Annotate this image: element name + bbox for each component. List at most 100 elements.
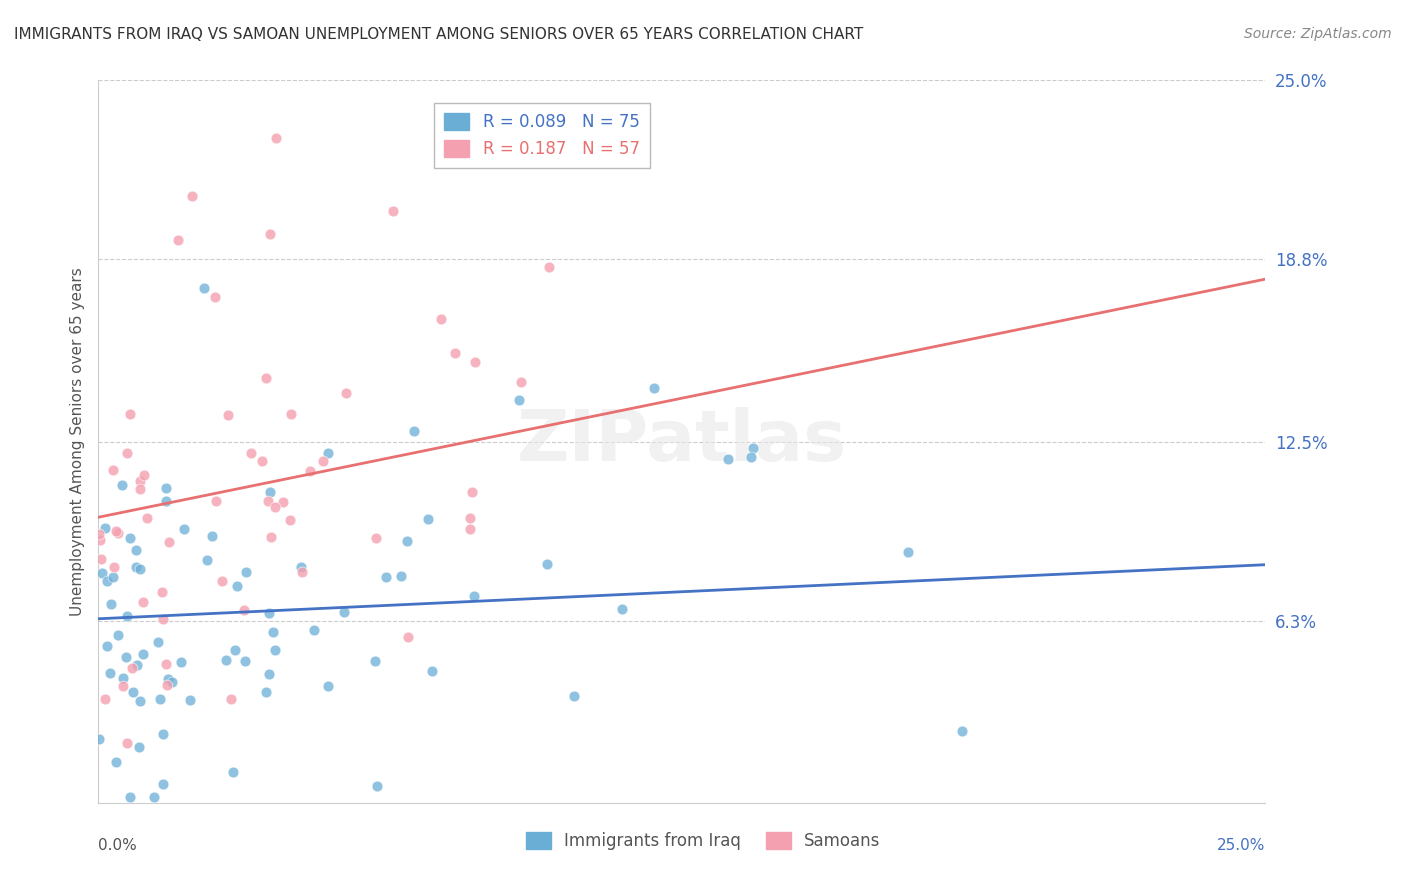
Point (443, 346, 465, 360)
Point (111, 478, 134, 492)
Point (382, 203, 405, 218)
Point (463, 590, 485, 604)
Text: ZIPatlas: ZIPatlas (517, 407, 846, 476)
Point (115, 649, 138, 664)
Text: 25.0%: 25.0% (1218, 838, 1265, 853)
Point (374, 570, 396, 584)
Point (204, 493, 226, 508)
Point (461, 485, 484, 500)
Point (897, 544, 920, 558)
Point (125, 657, 148, 672)
Point (89, 533, 111, 548)
Point (101, 463, 124, 477)
Point (266, 131, 288, 145)
Point (717, 451, 740, 466)
Point (120, 790, 142, 805)
Point (564, 690, 586, 704)
Point (132, 647, 155, 661)
Point (273, 495, 295, 509)
Point (257, 607, 280, 621)
Point (155, 493, 177, 508)
Point (612, 602, 634, 616)
Point (98, 666, 121, 681)
Point (316, 446, 339, 460)
Point (152, 727, 174, 741)
Point (291, 565, 314, 579)
Point (115, 736, 138, 750)
Point (233, 654, 256, 668)
Point (146, 634, 169, 648)
Point (131, 595, 153, 609)
Point (90, 552, 112, 566)
Point (179, 692, 201, 706)
Point (311, 454, 333, 468)
Point (536, 558, 558, 572)
Legend: R = 0.089   N = 75, R = 0.187   N = 57: R = 0.089 N = 75, R = 0.187 N = 57 (434, 103, 650, 168)
Point (278, 513, 301, 527)
Point (239, 446, 262, 460)
Point (125, 560, 148, 574)
Point (364, 531, 387, 545)
Point (217, 408, 239, 422)
Point (128, 740, 150, 755)
Point (226, 579, 249, 593)
Point (100, 597, 122, 611)
Point (211, 574, 233, 588)
Point (235, 565, 257, 579)
Point (115, 445, 138, 459)
Point (91, 566, 114, 580)
Point (101, 570, 124, 584)
Point (152, 777, 174, 791)
Point (143, 790, 166, 805)
Point (741, 441, 763, 455)
Point (96, 639, 118, 653)
Y-axis label: Unemployment Among Seniors over 65 years: Unemployment Among Seniors over 65 years (69, 268, 84, 615)
Point (107, 628, 129, 642)
Point (263, 500, 285, 514)
Point (259, 484, 281, 499)
Point (152, 612, 174, 626)
Text: 0.0%: 0.0% (98, 838, 138, 853)
Point (510, 375, 533, 389)
Point (160, 674, 183, 689)
Point (125, 542, 148, 557)
Point (395, 534, 418, 549)
Point (252, 454, 274, 468)
Point (389, 568, 412, 582)
Point (396, 631, 419, 645)
Point (107, 526, 129, 541)
Point (280, 407, 302, 421)
Point (129, 694, 152, 708)
Point (195, 553, 218, 567)
Point (464, 355, 486, 369)
Point (118, 408, 141, 422)
Point (254, 371, 277, 385)
Point (335, 385, 357, 400)
Text: IMMIGRANTS FROM IRAQ VS SAMOAN UNEMPLOYMENT AMONG SENIORS OVER 65 YEARS CORRELAT: IMMIGRANTS FROM IRAQ VS SAMOAN UNEMPLOYM… (14, 27, 863, 42)
Point (157, 535, 180, 549)
Point (157, 672, 180, 686)
Point (224, 642, 246, 657)
Point (333, 605, 356, 619)
Point (121, 661, 143, 675)
Point (416, 512, 439, 526)
Point (538, 260, 561, 274)
Point (150, 585, 173, 599)
Text: Source: ZipAtlas.com: Source: ZipAtlas.com (1244, 27, 1392, 41)
Legend: Immigrants from Iraq, Samoans: Immigrants from Iraq, Samoans (519, 825, 887, 857)
Point (170, 655, 193, 669)
Point (129, 482, 152, 496)
Point (219, 692, 242, 706)
Point (167, 233, 190, 247)
Point (129, 474, 152, 488)
Point (155, 481, 177, 495)
Point (89, 527, 111, 541)
Point (193, 281, 215, 295)
Point (318, 679, 340, 693)
Point (222, 765, 245, 780)
Point (950, 723, 973, 738)
Point (89, 732, 111, 747)
Point (262, 624, 284, 639)
Point (740, 450, 762, 464)
Point (264, 643, 287, 657)
